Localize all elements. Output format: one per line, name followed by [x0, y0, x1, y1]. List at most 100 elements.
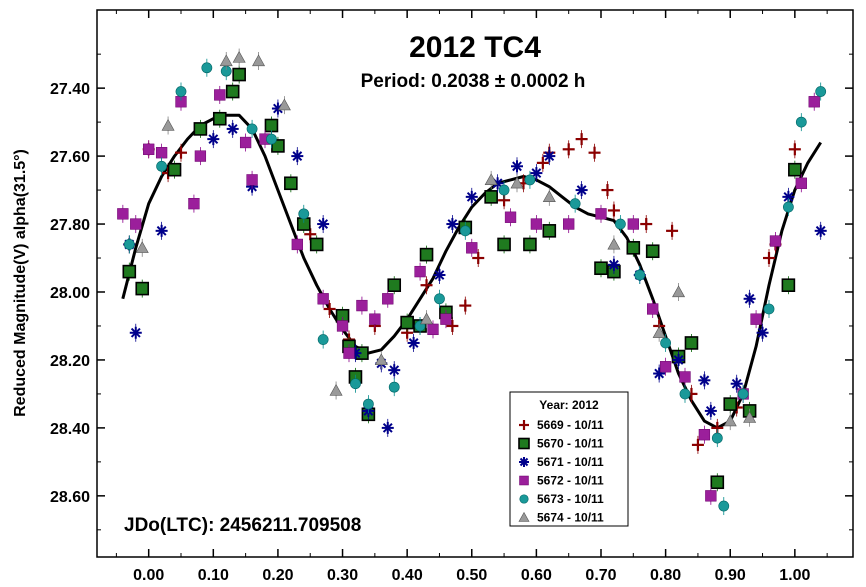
y-tick-label: 27.80 — [50, 217, 90, 234]
data-point — [484, 173, 498, 185]
legend-box — [509, 391, 629, 527]
data-point — [711, 432, 723, 444]
data-point — [472, 252, 485, 265]
data-point — [795, 177, 807, 189]
jd-annotation: JDo(LTC): 2456211.709508 — [124, 515, 361, 536]
data-point — [763, 252, 775, 265]
x-tick-label: 0.80 — [650, 567, 681, 584]
data-point — [323, 302, 336, 315]
data-point — [672, 353, 685, 366]
data-point — [369, 313, 381, 325]
legend-item: 5674 - 10/11 — [518, 511, 604, 525]
data-point — [814, 224, 827, 237]
data-point — [588, 146, 601, 159]
data-point — [343, 347, 355, 359]
chart-subtitle: Period: 0.2038 ± 0.0002 h — [361, 71, 586, 92]
x-tick-label: 0.20 — [262, 567, 293, 584]
data-point — [691, 438, 704, 451]
x-tick-label: 0.50 — [456, 567, 487, 584]
x-tick-label: 1.00 — [779, 567, 810, 584]
data-point — [718, 500, 730, 512]
data-point — [594, 261, 608, 276]
legend-item: 5671 - 10/11 — [519, 455, 604, 469]
series-2 — [122, 65, 802, 492]
data-point — [264, 118, 279, 133]
legend-label: 5672 - 10/11 — [537, 474, 604, 488]
data-points-layer — [117, 48, 827, 516]
data-point — [750, 313, 762, 325]
data-point — [155, 147, 168, 159]
data-point — [614, 218, 626, 230]
data-point — [175, 86, 187, 97]
data-point — [374, 353, 388, 366]
x-tick-label: 0.60 — [521, 567, 552, 584]
data-point — [763, 303, 775, 315]
data-point — [427, 323, 439, 336]
data-point — [607, 204, 620, 217]
data-point — [298, 208, 310, 220]
data-point — [277, 98, 291, 111]
data-point — [194, 150, 207, 162]
data-point — [291, 150, 304, 163]
legend-title: Year: 2012 — [539, 398, 599, 412]
data-point — [226, 122, 239, 135]
data-point — [705, 490, 717, 502]
data-point — [645, 244, 660, 259]
x-tick-label: 0.30 — [327, 567, 358, 584]
data-point — [317, 218, 330, 231]
data-point — [130, 218, 142, 230]
data-point — [440, 313, 452, 325]
data-point — [387, 278, 402, 292]
data-point — [317, 334, 329, 345]
data-point — [350, 378, 361, 390]
data-point — [266, 133, 277, 145]
data-point — [252, 54, 266, 67]
data-point — [388, 364, 401, 377]
data-point — [788, 143, 801, 156]
series-4 — [117, 85, 820, 505]
data-point — [122, 264, 137, 279]
data-point — [143, 143, 155, 155]
x-tick-label: 0.00 — [133, 567, 164, 584]
data-point — [563, 218, 575, 230]
data-point — [627, 218, 639, 230]
legend-marker — [519, 494, 529, 504]
data-point — [542, 224, 557, 238]
series-5 — [123, 58, 827, 516]
data-point — [382, 293, 394, 305]
data-point — [737, 388, 749, 400]
data-point — [782, 190, 795, 203]
data-point — [788, 162, 802, 177]
data-point — [129, 326, 142, 339]
data-point — [212, 111, 227, 126]
data-point — [497, 237, 511, 252]
data-point — [710, 475, 725, 490]
data-point — [420, 279, 433, 292]
data-point — [156, 160, 168, 172]
data-point — [524, 174, 536, 186]
x-tick-label: 0.10 — [198, 567, 229, 584]
data-point — [117, 208, 129, 220]
data-point — [504, 211, 517, 223]
data-point — [626, 241, 641, 255]
legend: Year: 2012 5669 - 10/11 5670 - 10/11 5671 … — [509, 391, 629, 527]
data-point — [562, 143, 575, 156]
data-point — [381, 421, 394, 434]
data-point — [634, 269, 646, 281]
data-point — [652, 326, 666, 338]
data-point — [666, 224, 679, 237]
legend-label: 5674 - 10/11 — [537, 511, 604, 525]
legend-marker — [519, 420, 529, 430]
data-point — [207, 133, 220, 146]
legend-item: 5673 - 10/11 — [519, 492, 604, 506]
legend-marker — [519, 457, 529, 467]
plot-frame — [96, 9, 854, 558]
data-point — [530, 167, 543, 180]
data-point — [595, 208, 607, 220]
data-point — [679, 371, 691, 383]
legend-item: 5669 - 10/11 — [519, 418, 604, 432]
data-point — [575, 184, 588, 197]
data-point — [756, 326, 769, 339]
data-point — [723, 414, 737, 427]
